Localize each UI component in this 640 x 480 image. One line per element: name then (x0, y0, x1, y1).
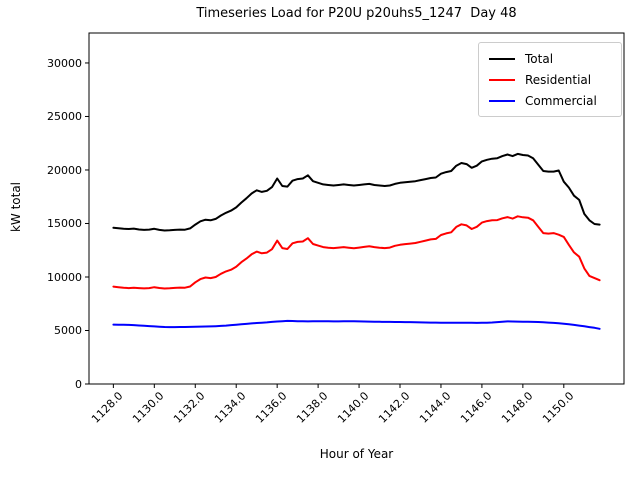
y-tick-label: 25000 (47, 110, 82, 124)
legend-label: Total (525, 51, 554, 66)
y-axis-label: kW total (9, 181, 23, 233)
legend-line-swatch (489, 99, 515, 102)
y-tick-label: 10000 (47, 270, 82, 284)
legend-item-residential: Residential (487, 69, 613, 90)
legend-label: Commercial (525, 93, 597, 108)
y-tick-label: 30000 (47, 56, 82, 70)
legend-line-swatch (489, 57, 515, 60)
y-tick-label: 5000 (54, 324, 82, 338)
y-tick-label: 15000 (47, 217, 82, 231)
legend-item-total: Total (487, 48, 613, 69)
x-axis-label: Hour of Year (319, 447, 394, 461)
legend: Total Residential Commercial (478, 42, 622, 117)
y-tick-label: 0 (75, 378, 82, 391)
y-tick-label: 20000 (47, 163, 82, 177)
legend-item-commercial: Commercial (487, 90, 613, 111)
series-total-line (112, 152, 601, 232)
legend-line-swatch (489, 78, 515, 81)
series-commercial-line (112, 319, 601, 330)
chart-title: Timeseries Load for P20U p20uhs5_1247 Da… (196, 6, 517, 21)
legend-label: Residential (525, 72, 592, 87)
axes-frame (88, 32, 625, 385)
series-residential-line (112, 215, 601, 290)
